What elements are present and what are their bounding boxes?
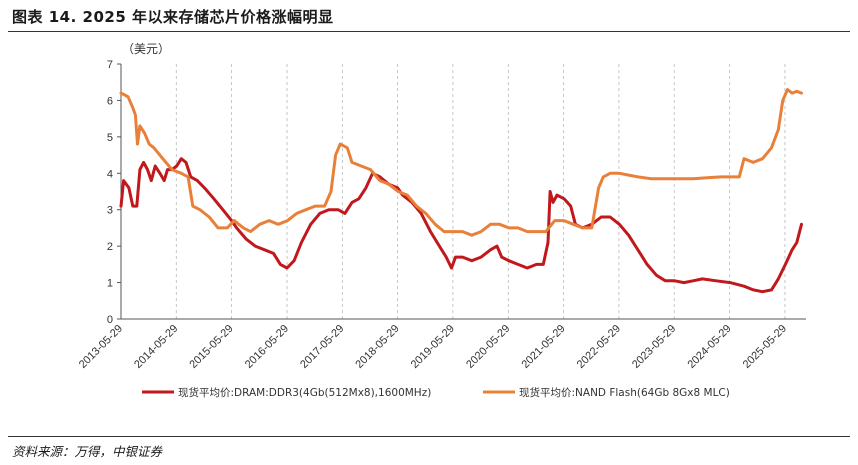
y-unit-label: （美元） — [122, 42, 170, 56]
top-divider — [8, 31, 850, 32]
series-layer — [119, 88, 803, 294]
y-tick-label: 1 — [107, 278, 113, 290]
y-tick-label: 3 — [107, 205, 113, 217]
source-note: 资料来源：万得，中银证券 — [12, 444, 163, 459]
x-tick-label: 2020-05-29 — [464, 323, 512, 371]
nand-series-line — [119, 88, 803, 237]
x-tick-label: 2025-05-29 — [741, 323, 789, 371]
x-tick-label: 2023-05-29 — [630, 323, 678, 371]
legend-label-nand: 现货平均价:NAND Flash(64Gb 8Gx8 MLC) — [519, 386, 730, 399]
axis-layer: 2013-05-29 2014-05-29 2015-05-29 2016-05-29… — [77, 59, 806, 371]
y-tick-label: 5 — [107, 132, 113, 144]
legend-label-dram: 现货平均价:DRAM:DDR3(4Gb(512Mx8),1600MHz) — [178, 386, 431, 399]
x-tick-label: 2014-05-29 — [132, 323, 180, 371]
y-tick-label: 2 — [107, 241, 113, 253]
x-tick-label: 2019-05-29 — [409, 323, 457, 371]
y-tick-label: 0 — [107, 314, 113, 326]
x-tick-label: 2018-05-29 — [353, 323, 401, 371]
x-tick-label: 2022-05-29 — [575, 323, 623, 371]
y-tick-label: 6 — [107, 95, 113, 107]
bottom-divider — [8, 436, 850, 437]
dram-series-line — [119, 157, 803, 294]
y-tick-label: 4 — [107, 168, 113, 180]
x-tick-label: 2016-05-29 — [243, 323, 291, 371]
y-tick-label: 7 — [107, 59, 113, 71]
x-tick-label: 2017-05-29 — [298, 323, 346, 371]
page-title: 图表 14. 2025 年以来存储芯片价格涨幅明显 — [12, 8, 334, 26]
grid-layer — [120, 64, 786, 319]
x-tick-label: 2024-05-29 — [685, 323, 733, 371]
x-tick-label: 2021-05-29 — [519, 323, 567, 371]
line-chart: （美元） 2013-05-29 2014-05-29 2015-05-29 2016-… — [77, 42, 806, 399]
x-tick-label: 2013-05-29 — [77, 323, 125, 371]
x-tick-label: 2015-05-29 — [187, 323, 235, 371]
legend: 现货平均价:DRAM:DDR3(4Gb(512Mx8),1600MHz) 现货平均… — [142, 386, 730, 399]
